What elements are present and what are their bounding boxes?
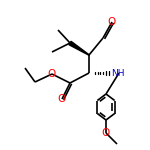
Text: O: O — [108, 17, 116, 27]
Text: O: O — [48, 69, 56, 79]
Polygon shape — [69, 41, 89, 55]
Text: NH: NH — [111, 69, 125, 78]
Text: O: O — [102, 128, 110, 138]
Text: O: O — [58, 94, 66, 104]
